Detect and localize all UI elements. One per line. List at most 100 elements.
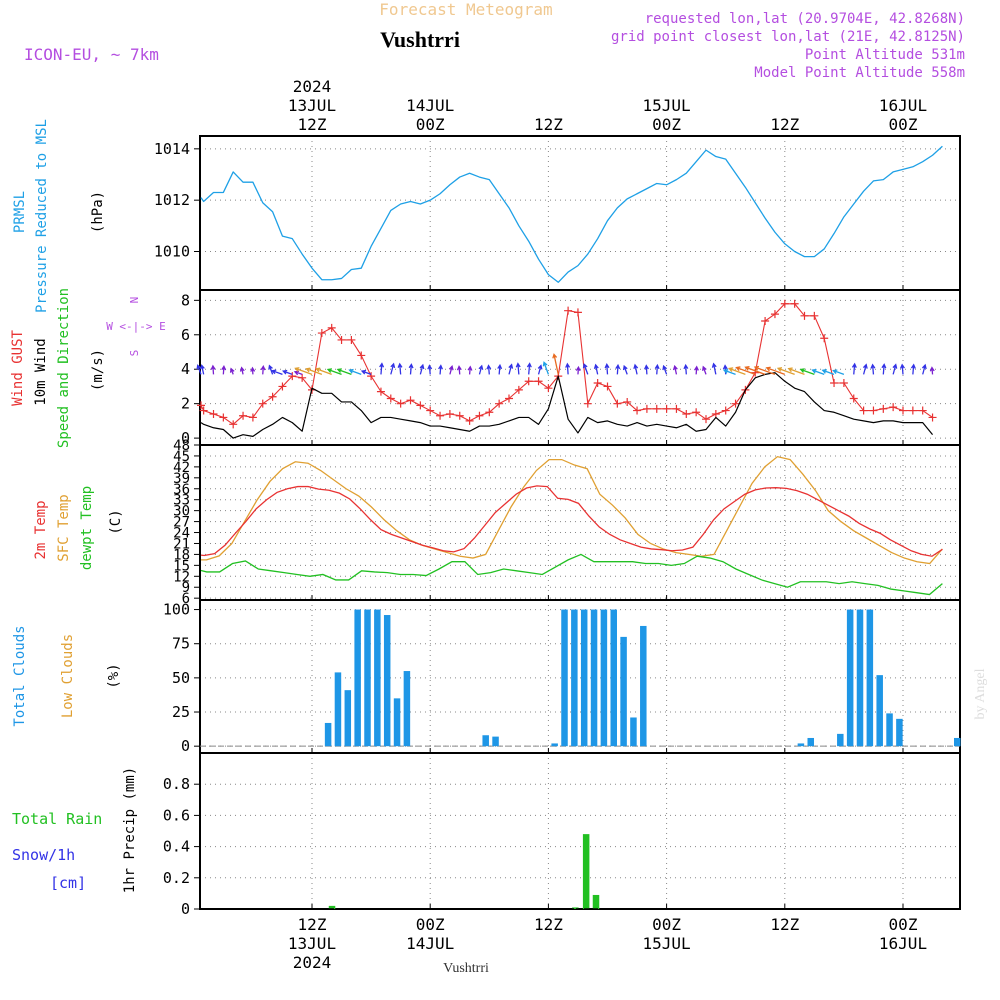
wind-direction-arrow <box>776 367 795 375</box>
panel-frame <box>199 752 961 910</box>
rain-bar <box>582 834 590 909</box>
snow-unit-label: [cm] <box>50 874 86 892</box>
compass-north: N <box>128 297 141 304</box>
gust-marker <box>731 399 740 408</box>
gust-marker <box>298 373 307 382</box>
top-time-label: 12Z <box>298 115 327 134</box>
gust-marker <box>800 311 809 320</box>
panel-frame <box>199 135 961 291</box>
y-tick-label: 25 <box>172 703 190 721</box>
wind-direction-arrow <box>899 363 905 375</box>
wind-direction-arrow <box>294 367 313 375</box>
y-tick-label: 24 <box>173 526 190 542</box>
wind-direction-arrow <box>196 364 202 375</box>
wind-direction-arrow <box>260 365 266 375</box>
gust-marker <box>485 408 494 417</box>
cloud-bar <box>324 722 332 747</box>
wind-direction-arrow <box>448 364 454 375</box>
gust-marker <box>928 413 937 422</box>
wind-direction-arrow <box>870 363 876 375</box>
gust-marker <box>248 413 257 422</box>
wind-direction-arrow <box>456 365 462 375</box>
cloud-bar <box>374 609 381 747</box>
wind-direction-arrow <box>315 367 332 375</box>
y-tick-label: 0.8 <box>163 775 190 793</box>
wind-direction-arrow <box>723 369 736 375</box>
compass-south: S <box>128 350 141 357</box>
gust-marker <box>268 392 277 401</box>
wind-unit: (m/s) <box>90 349 106 391</box>
wind-direction-arrow <box>702 365 707 375</box>
wind-direction-arrow <box>467 365 473 375</box>
sfc-temp-line <box>201 455 943 565</box>
gust-marker <box>465 416 474 425</box>
gust-marker <box>199 406 208 415</box>
wind-10m-label: 10m Wind <box>33 338 49 405</box>
y-tick-label: 33 <box>173 493 190 509</box>
wind-direction-arrow <box>526 362 532 375</box>
cloud-bar <box>364 609 371 747</box>
gust-marker <box>879 404 888 413</box>
y-tick-label: 8 <box>181 291 190 309</box>
wind-direction-arrow <box>881 363 887 375</box>
wind-direction-arrow <box>390 362 396 375</box>
bottom-time-label: 12Z <box>770 915 799 934</box>
wind-direction-arrow <box>497 363 503 375</box>
wind-direction-arrow <box>348 368 362 375</box>
bottom-time-label: 16JUL <box>879 934 927 953</box>
cloud-bar <box>797 743 805 747</box>
gust-marker <box>711 410 720 418</box>
cloud-bar <box>630 717 637 747</box>
wind-direction-arrow <box>633 363 639 375</box>
wind-direction-arrow <box>515 362 521 375</box>
location-title: Vushtrri <box>380 27 460 52</box>
wind-direction-arrow <box>693 365 699 375</box>
clouds-unit: (%) <box>106 663 122 688</box>
pressure-unit: (hPa) <box>90 191 106 233</box>
wind-direction-arrow <box>419 363 425 375</box>
wind-direction-arrow <box>565 362 571 375</box>
bottom-time-label: 12Z <box>534 915 563 934</box>
gust-marker <box>839 379 848 387</box>
y-tick-label: 100 <box>163 601 190 619</box>
cloud-bar <box>876 675 883 747</box>
wind-direction-arrow <box>486 364 492 375</box>
wind-direction-arrow <box>478 364 484 375</box>
y-tick-label: 0.2 <box>163 869 190 887</box>
wind-direction-arrow <box>542 361 550 375</box>
y-tick-label: 6 <box>181 326 190 344</box>
top-time-label: 12Z <box>534 115 563 134</box>
cloud-bar <box>866 609 874 747</box>
gust-marker <box>830 379 839 387</box>
cloud-bar <box>837 733 844 747</box>
gust-marker <box>908 406 917 415</box>
wind-direction-arrow <box>575 365 581 375</box>
wind-direction-arrow <box>672 364 678 375</box>
wind-direction-arrow <box>210 364 216 375</box>
wind-direction-arrow <box>622 364 628 375</box>
y-tick-label: 42 <box>173 460 190 476</box>
y-tick-label: 0.6 <box>163 806 190 824</box>
y-tick-label: 36 <box>173 482 190 498</box>
wind-direction-arrow <box>408 363 414 375</box>
wind-direction-arrow <box>811 368 825 375</box>
gust-marker <box>859 406 868 415</box>
model-label: ICON-EU, ~ 7km <box>24 45 159 64</box>
top-time-label: 15JUL <box>643 96 691 115</box>
y-tick-label: 48 <box>173 438 190 454</box>
wind-direction-arrow <box>662 364 668 375</box>
wind-direction-arrow <box>654 363 660 375</box>
gust-marker <box>583 399 592 408</box>
gust-marker <box>899 406 907 415</box>
wind-direction-arrow <box>921 363 927 375</box>
y-tick-label: 30 <box>173 504 190 520</box>
cloud-bar <box>551 743 558 747</box>
sfc-temp-label: SFC Temp <box>56 494 72 561</box>
gust-marker <box>534 377 543 386</box>
wind-gust-label: Wind GUST <box>10 330 26 406</box>
gust-marker <box>682 410 691 418</box>
gust-marker <box>406 396 415 405</box>
y-tick-label: 6 <box>182 591 190 607</box>
compass-west-east: W <-|-> E <box>106 320 166 333</box>
